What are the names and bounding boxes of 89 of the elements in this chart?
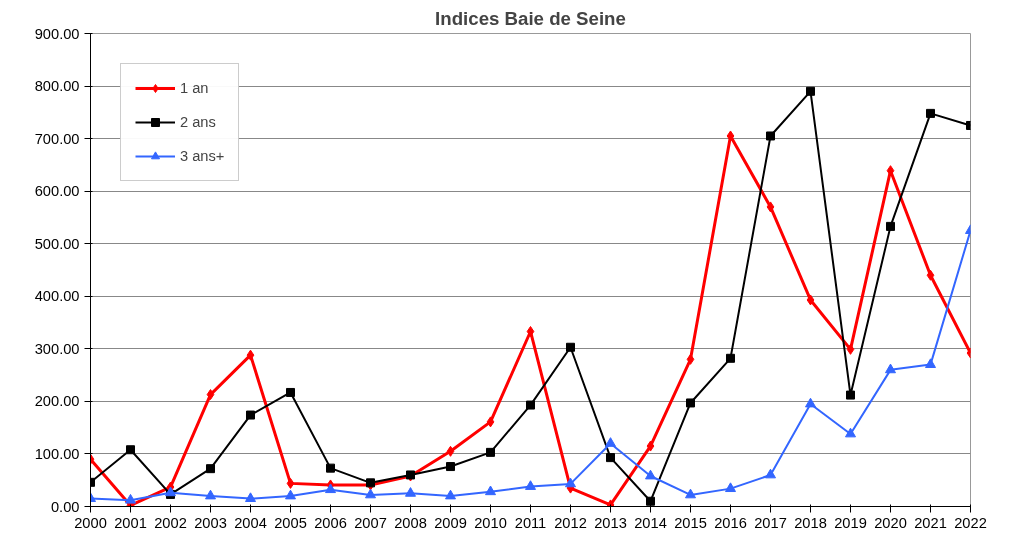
point	[566, 342, 575, 352]
x-tick-label: 2014	[634, 514, 667, 531]
point	[565, 477, 576, 488]
point	[286, 387, 295, 397]
point	[446, 445, 455, 457]
point	[486, 416, 495, 428]
point	[206, 389, 215, 401]
point	[886, 221, 895, 231]
point	[686, 353, 695, 365]
point	[645, 469, 656, 480]
point	[486, 447, 495, 457]
point	[445, 489, 456, 500]
point	[726, 130, 735, 142]
point	[365, 488, 376, 499]
point	[806, 86, 815, 96]
x-tick-label: 2016	[714, 514, 747, 531]
y-tick-label: 100.00	[34, 445, 80, 462]
point	[925, 358, 936, 368]
point	[646, 496, 655, 506]
point	[286, 477, 295, 489]
x-tick-label: 2009	[434, 514, 467, 531]
point	[526, 325, 535, 337]
y-tick-label: 0.00	[50, 498, 80, 515]
point	[926, 108, 935, 118]
point	[646, 440, 655, 452]
point	[725, 482, 736, 493]
point	[926, 269, 935, 281]
y-tick-label: 300.00	[34, 340, 80, 357]
x-tick-label: 2006	[314, 514, 347, 531]
x-tick-label: 2020	[874, 514, 907, 531]
legend-label: 3 ans+	[180, 148, 225, 164]
y-tick-label: 900.00	[34, 25, 80, 42]
x-tick-label: 2007	[354, 514, 387, 531]
point	[206, 464, 215, 474]
point	[885, 363, 896, 374]
y-tick-label: 700.00	[34, 130, 80, 147]
point	[525, 480, 536, 490]
point	[446, 462, 455, 472]
point	[765, 468, 776, 479]
x-tick-label: 2004	[234, 514, 267, 531]
point	[246, 410, 255, 420]
point	[246, 349, 255, 361]
point	[846, 343, 855, 355]
x-tick-label: 2021	[914, 514, 947, 531]
x-tick-label: 2005	[274, 514, 307, 531]
point	[805, 397, 816, 408]
point	[245, 492, 256, 502]
x-tick-label: 2022	[954, 514, 987, 531]
point	[606, 453, 615, 463]
y-tick-label: 800.00	[34, 78, 80, 95]
point	[606, 499, 615, 507]
x-tick-label: 2010	[474, 514, 507, 531]
point	[326, 463, 335, 473]
legend-label: 1 an	[180, 80, 209, 96]
x-tick-label: 2008	[394, 514, 427, 531]
x-tick-label: 2000	[74, 514, 107, 531]
point	[766, 131, 775, 141]
legend-label: 2 ans	[180, 114, 216, 130]
y-tick-label: 600.00	[34, 183, 80, 200]
x-tick-label: 2002	[154, 514, 187, 531]
x-tick-label: 2012	[554, 514, 587, 531]
x-tick-label: 2003	[194, 514, 227, 531]
point	[485, 485, 496, 496]
point	[605, 437, 616, 447]
point	[405, 487, 416, 497]
point	[846, 390, 855, 400]
x-tick-label: 2019	[834, 514, 867, 531]
point	[766, 201, 775, 213]
point	[685, 488, 696, 499]
point	[205, 489, 216, 500]
point	[285, 489, 296, 500]
chart-title: Indices Baie de Seine	[435, 7, 626, 29]
y-tick-label: 200.00	[34, 393, 80, 410]
x-tick-label: 2011	[514, 514, 547, 531]
point	[125, 493, 136, 504]
point	[526, 400, 535, 410]
y-tick-label: 500.00	[34, 235, 80, 252]
x-tick-label: 2017	[754, 514, 787, 531]
x-tick-label: 2015	[674, 514, 707, 531]
x-tick-label: 2001	[114, 514, 147, 531]
point	[726, 353, 735, 363]
x-tick-label: 2018	[794, 514, 827, 531]
point	[845, 427, 856, 438]
x-tick-label: 2013	[594, 514, 627, 531]
point	[325, 483, 336, 494]
point	[686, 398, 695, 408]
point	[806, 294, 815, 306]
y-tick-label: 400.00	[34, 288, 80, 305]
point	[126, 445, 135, 455]
